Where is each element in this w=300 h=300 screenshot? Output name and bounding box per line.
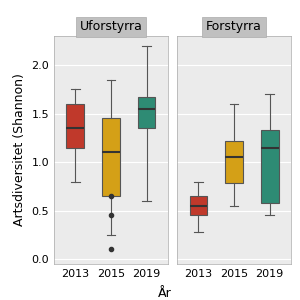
PathPatch shape <box>102 118 120 196</box>
Y-axis label: Artsdiversitet (Shannon): Artsdiversitet (Shannon) <box>13 74 26 226</box>
Text: År: År <box>158 287 172 300</box>
PathPatch shape <box>190 196 207 215</box>
PathPatch shape <box>261 130 278 203</box>
Title: Forstyrra: Forstyrra <box>206 20 262 33</box>
Title: Uforstyrra: Uforstyrra <box>80 20 142 33</box>
PathPatch shape <box>138 97 155 128</box>
PathPatch shape <box>225 141 243 184</box>
PathPatch shape <box>67 104 84 148</box>
